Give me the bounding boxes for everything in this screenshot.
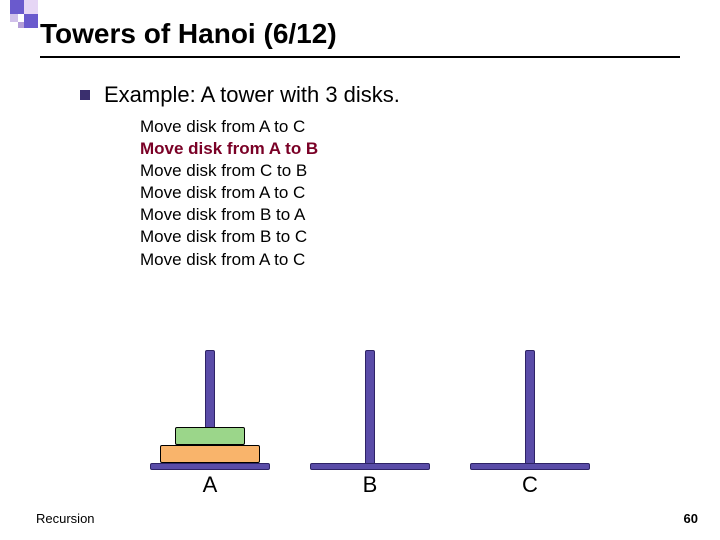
bullet-text: Example: A tower with 3 disks. (104, 82, 400, 108)
move-line: Move disk from A to C (140, 249, 318, 271)
bullet-row: Example: A tower with 3 disks. (80, 82, 400, 108)
page-title: Towers of Hanoi (6/12) (40, 18, 700, 50)
pole (365, 350, 375, 470)
move-line: Move disk from A to C (140, 182, 318, 204)
peg-c: C (470, 350, 590, 470)
deco-square (18, 22, 24, 28)
bullet-icon (80, 90, 90, 100)
peg-a: A (150, 350, 270, 470)
pole (525, 350, 535, 470)
peg-base (150, 463, 270, 470)
title-underline (40, 56, 680, 58)
moves-list: Move disk from A to CMove disk from A to… (140, 116, 318, 271)
peg-base (310, 463, 430, 470)
deco-square (24, 14, 38, 28)
peg-label: A (195, 472, 225, 498)
peg-base (470, 463, 590, 470)
corner-decoration (10, 0, 40, 30)
title-area: Towers of Hanoi (6/12) (40, 18, 700, 50)
peg-label: C (515, 472, 545, 498)
peg-b: B (310, 350, 430, 470)
disk (160, 445, 260, 463)
footer-label: Recursion (36, 511, 95, 526)
deco-square (24, 0, 38, 14)
page-number: 60 (684, 511, 698, 526)
deco-square (10, 14, 18, 22)
move-line: Move disk from B to A (140, 204, 318, 226)
towers-diagram: ABC (150, 300, 630, 500)
disk (175, 427, 245, 445)
move-line: Move disk from A to B (140, 138, 318, 160)
deco-square (10, 0, 24, 14)
move-line: Move disk from C to B (140, 160, 318, 182)
move-line: Move disk from B to C (140, 226, 318, 248)
peg-label: B (355, 472, 385, 498)
move-line: Move disk from A to C (140, 116, 318, 138)
